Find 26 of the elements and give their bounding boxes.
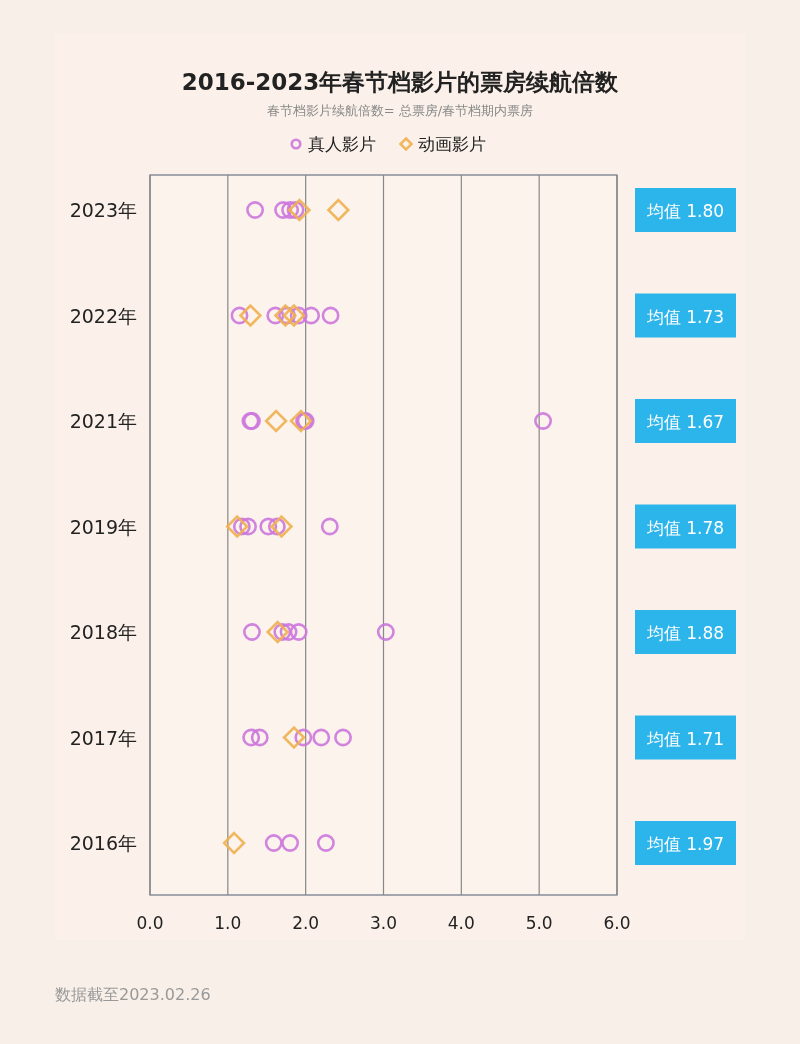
y-tick-label: 2021年 (69, 410, 137, 432)
x-tick-label: 1.0 (214, 913, 242, 933)
x-tick-label: 4.0 (447, 913, 475, 933)
legend-label: 真人影片 (308, 134, 376, 154)
text: 均值 1.73 (645, 306, 725, 327)
text: 均值 1.78 (645, 517, 725, 538)
chart-subtitle: 春节档影片续航倍数= 总票房/春节档期内票房 (266, 103, 534, 118)
text: 均值 1.71 (645, 728, 725, 749)
x-tick-label: 6.0 (603, 913, 631, 933)
y-tick-label: 2016年 (69, 832, 137, 854)
y-tick-label: 2018年 (69, 621, 137, 643)
text: 均值 1.80 (645, 201, 725, 221)
x-tick-label: 3.0 (369, 913, 398, 933)
text: 均值 1.97 (645, 834, 725, 854)
y-tick-label: 2019年 (69, 515, 137, 538)
x-tick-label: 0.0 (136, 913, 164, 933)
text: 均值 1.88 (645, 623, 725, 643)
y-tick-label: 2017年 (69, 726, 137, 749)
legend-label: 动画影片 (418, 134, 486, 154)
chart-title: 2016-2023年春节档影片的票房续航倍数 (181, 69, 620, 95)
y-tick-label: 2022年 (69, 304, 137, 327)
y-tick-label: 2023年 (69, 199, 137, 221)
x-tick-label: 5.0 (525, 913, 553, 933)
x-tick-label: 2.0 (292, 913, 320, 933)
text: 均值 1.67 (645, 412, 725, 432)
text: 数据截至2023.02.26 (55, 985, 211, 1004)
